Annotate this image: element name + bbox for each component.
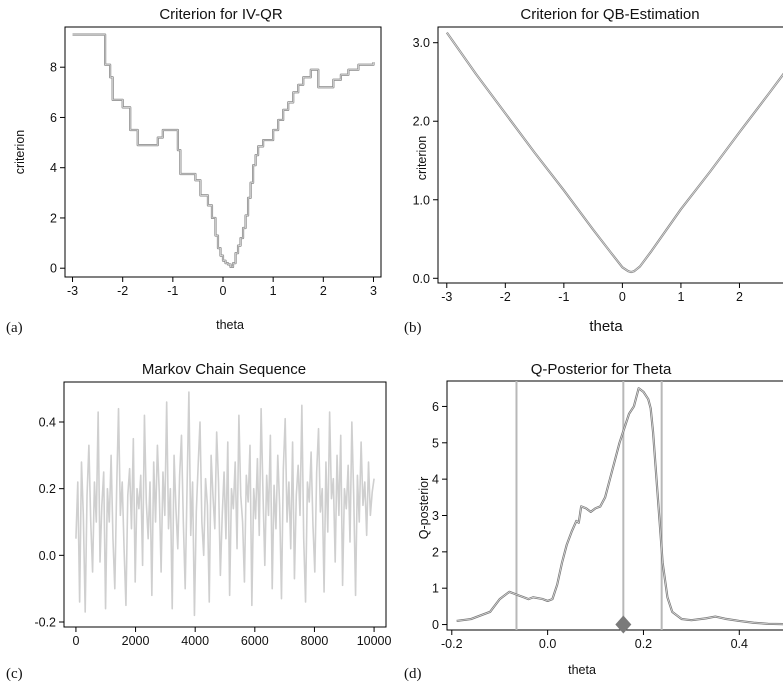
x-tick-label-b: 2 bbox=[736, 290, 743, 304]
y-tick-label-d: 5 bbox=[432, 436, 439, 450]
xlabel-a: theta bbox=[216, 318, 244, 332]
y-tick-label-b: 1.0 bbox=[413, 193, 430, 207]
y-tick-label-d: 1 bbox=[432, 582, 439, 596]
y-tick-label-d: 2 bbox=[432, 545, 439, 559]
series-line-inner-d bbox=[456, 387, 783, 625]
panel-b: Criterion for QB-Estimation criterion th… bbox=[404, 6, 783, 336]
y-tick-label-a: 8 bbox=[50, 61, 57, 75]
chart-c: 0 2000 4000 6000 8000 10000 -0.2 0.0 0.2 0.4 bbox=[34, 391, 392, 648]
x-tick-label-c: 2000 bbox=[122, 634, 150, 648]
x-tick-label-a: 0 bbox=[220, 284, 227, 298]
panel-label-c: (c) bbox=[6, 666, 23, 682]
y-tick-label-c: 0.4 bbox=[39, 416, 56, 430]
mean-marker-d bbox=[615, 615, 632, 634]
y-tick-label-a: 2 bbox=[50, 211, 57, 225]
y-tick-label-d: 0 bbox=[432, 618, 439, 632]
y-tick-label-d: 3 bbox=[432, 509, 439, 523]
x-tick-label-a: -2 bbox=[117, 284, 128, 298]
y-tick-label-b: 3.0 bbox=[413, 36, 430, 50]
ylabel-a: criterion bbox=[13, 130, 27, 175]
chart-a: -3 -2 -1 0 1 2 3 0 2 4 6 8 bbox=[50, 33, 377, 298]
panel-label-b: (b) bbox=[404, 320, 422, 336]
ylabel-d: Q-posterior bbox=[417, 477, 431, 540]
series-line-inner-a bbox=[72, 34, 374, 268]
x-tick-label-c: 0 bbox=[72, 634, 79, 648]
x-tick-label-d: 0.0 bbox=[539, 637, 556, 651]
x-tick-label-b: 1 bbox=[677, 290, 684, 304]
x-tick-label-a: 3 bbox=[370, 284, 377, 298]
panel-c: Markov Chain Sequence (c) bbox=[6, 361, 387, 682]
chart-marks: -3-2-1012302468-3-2-101230.01.02.03.0020… bbox=[34, 31, 783, 651]
panel-d: Q-Posterior for Theta Q-posterior theta … bbox=[404, 361, 783, 682]
x-tick-label-a: 2 bbox=[320, 284, 327, 298]
y-tick-label-d: 6 bbox=[432, 400, 439, 414]
y-tick-label-d: 4 bbox=[432, 473, 439, 487]
series-line-c bbox=[75, 391, 375, 617]
series-line-inner-b bbox=[446, 32, 783, 273]
y-tick-label-c: 0.0 bbox=[39, 549, 56, 563]
plot-frame-a bbox=[64, 26, 382, 278]
x-tick-label-d: -0.2 bbox=[441, 637, 463, 651]
y-tick-label-b: 2.0 bbox=[413, 115, 430, 129]
title-d: Q-Posterior for Theta bbox=[531, 361, 672, 378]
xlabel-b: theta bbox=[589, 318, 623, 335]
x-tick-label-a: -3 bbox=[67, 284, 78, 298]
panel-label-a: (a) bbox=[6, 320, 23, 336]
x-tick-label-a: 1 bbox=[270, 284, 277, 298]
x-tick-label-c: 4000 bbox=[181, 634, 209, 648]
plot-frame-d bbox=[446, 380, 783, 631]
x-tick-label-b: -2 bbox=[500, 290, 511, 304]
title-b: Criterion for QB-Estimation bbox=[520, 6, 699, 23]
plot-frame-c bbox=[63, 381, 387, 628]
y-tick-label-b: 0.0 bbox=[413, 272, 430, 286]
title-a: Criterion for IV-QR bbox=[159, 6, 283, 23]
x-tick-label-c: 10000 bbox=[357, 634, 392, 648]
y-tick-label-a: 0 bbox=[50, 262, 57, 276]
y-tick-label-a: 4 bbox=[50, 161, 57, 175]
series-line-d bbox=[456, 387, 783, 626]
x-tick-label-a: -1 bbox=[167, 284, 178, 298]
xlabel-d: theta bbox=[568, 663, 596, 677]
x-tick-label-c: 6000 bbox=[241, 634, 269, 648]
x-tick-label-d: 0.2 bbox=[635, 637, 652, 651]
series-line-b bbox=[445, 31, 783, 274]
series-line-a bbox=[72, 33, 375, 269]
x-tick-label-b: -1 bbox=[558, 290, 569, 304]
ylabel-b: criterion bbox=[415, 136, 429, 181]
y-tick-label-c: 0.2 bbox=[39, 482, 56, 496]
panel-a: Criterion for IV-QR criterion theta (a) bbox=[6, 6, 382, 336]
title-c: Markov Chain Sequence bbox=[142, 361, 306, 378]
x-tick-label-b: 0 bbox=[619, 290, 626, 304]
x-tick-label-b: -3 bbox=[441, 290, 452, 304]
x-tick-label-d: 0.4 bbox=[731, 637, 748, 651]
y-tick-label-a: 6 bbox=[50, 111, 57, 125]
y-tick-label-c: -0.2 bbox=[34, 616, 56, 630]
plot-frame-b bbox=[437, 26, 783, 284]
chart-d: -0.2 0.0 0.2 0.4 0 1 2 3 4 5 6 bbox=[432, 381, 783, 651]
panel-label-d: (d) bbox=[404, 666, 422, 682]
x-tick-label-c: 8000 bbox=[301, 634, 329, 648]
